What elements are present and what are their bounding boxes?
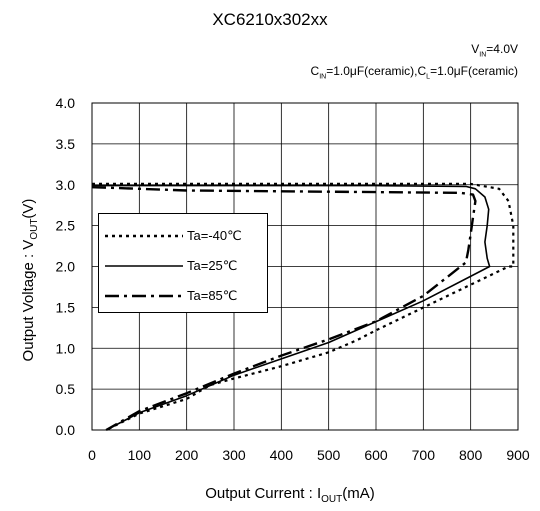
legend-swatch-dashdot bbox=[105, 294, 183, 298]
y-tick-label: 1.0 bbox=[56, 340, 76, 356]
cin-symbol: C bbox=[310, 64, 320, 78]
legend-item-ta-minus40: Ta=-40℃ bbox=[99, 226, 267, 246]
x-tick-label: 100 bbox=[128, 447, 152, 463]
x-tick-label: 0 bbox=[88, 447, 96, 463]
x-tick-label: 900 bbox=[506, 447, 530, 463]
series-line-0 bbox=[92, 182, 515, 431]
y-tick-label: 2.5 bbox=[56, 218, 76, 234]
legend-item-ta-25: Ta=25℃ bbox=[99, 256, 267, 276]
vin-value: =4.0V bbox=[486, 42, 518, 56]
x-axis-label: Output Current : IOUT(mA) bbox=[0, 485, 540, 505]
condition-vin: VIN=4.0V bbox=[471, 42, 518, 58]
y-tick-label: 3.5 bbox=[56, 136, 76, 152]
x-tick-label: 200 bbox=[175, 447, 199, 463]
x-tick-label: 800 bbox=[459, 447, 483, 463]
y-tick-label: 0.5 bbox=[56, 381, 76, 397]
legend-label: Ta=-40℃ bbox=[187, 228, 242, 243]
cin-value: =1.0μF(ceramic),C bbox=[326, 64, 427, 78]
cin-subscript: IN bbox=[319, 73, 327, 81]
series-line-1 bbox=[92, 184, 491, 431]
y-tick-label: 0.0 bbox=[56, 422, 76, 438]
x-tick-label: 600 bbox=[364, 447, 388, 463]
x-tick-label: 400 bbox=[270, 447, 294, 463]
y-tick-label: 2.0 bbox=[56, 259, 76, 275]
y-axis-label-main: Output Voltage : V bbox=[20, 239, 37, 362]
vin-symbol: V bbox=[471, 42, 480, 56]
y-axis-label-unit: (V) bbox=[20, 198, 37, 219]
legend-swatch-solid bbox=[105, 265, 183, 267]
y-axis-label-sub: OUT bbox=[29, 218, 40, 240]
cl-subscript: L bbox=[426, 73, 431, 81]
x-tick-label: 500 bbox=[317, 447, 341, 463]
legend-label: Ta=85℃ bbox=[187, 288, 238, 303]
y-tick-label: 1.5 bbox=[56, 299, 76, 315]
chart-title: XC6210x302xx bbox=[212, 10, 328, 29]
tick-labels: 0 100 200 300 400 500 600 700 800 900 0.0 0.5 1.0 1.5… bbox=[56, 95, 530, 463]
x-tick-label: 700 bbox=[412, 447, 436, 463]
series-lines bbox=[91, 182, 515, 432]
condition-capacitors: CIN=1.0μF(ceramic),CL=1.0μF(ceramic) bbox=[311, 64, 518, 80]
x-tick-label: 300 bbox=[222, 447, 246, 463]
legend: Ta=-40℃ Ta=25℃ Ta=85℃ bbox=[98, 213, 268, 313]
legend-label: Ta=25℃ bbox=[187, 258, 238, 273]
y-axis-label: Output Voltage : VOUT(V) bbox=[20, 130, 40, 430]
legend-item-ta-85: Ta=85℃ bbox=[99, 286, 267, 306]
plot-frame bbox=[91, 102, 519, 431]
y-tick-label: 4.0 bbox=[56, 95, 76, 111]
x-axis-label-sub: OUT bbox=[321, 494, 343, 505]
legend-swatch-dotted bbox=[105, 234, 183, 238]
vin-subscript: IN bbox=[479, 51, 487, 59]
cl-value: =1.0μF(ceramic) bbox=[430, 64, 518, 78]
x-axis-label-unit: (mA) bbox=[342, 485, 375, 502]
y-tick-label: 3.0 bbox=[56, 177, 76, 193]
x-axis-label-main: Output Current : I bbox=[205, 485, 322, 502]
